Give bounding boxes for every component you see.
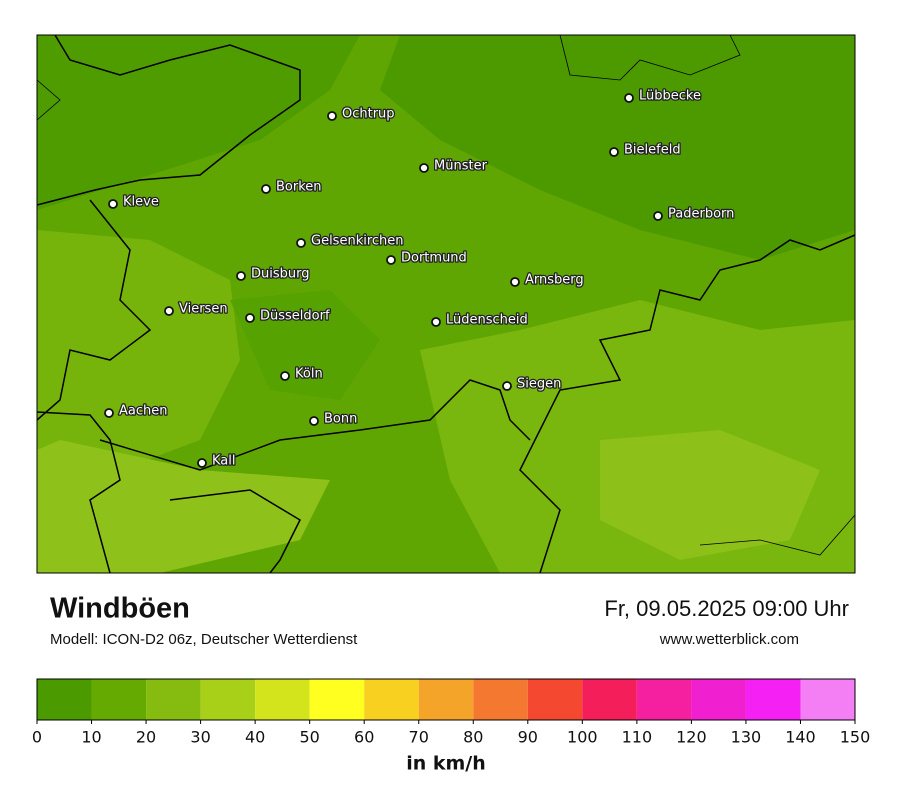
map-area: [600, 430, 820, 560]
legend-swatch: [91, 679, 147, 720]
map-area: [230, 290, 380, 400]
city-dot: [624, 93, 634, 103]
legend-tick-label: 40: [245, 728, 265, 747]
city-label: Ochtrup: [342, 107, 395, 122]
legend-tick-label: 80: [463, 728, 483, 747]
city-label: Siegen: [517, 377, 561, 392]
map: [36, 34, 856, 574]
city-label: Kall: [212, 454, 236, 469]
legend-swatch: [582, 679, 637, 720]
borders: [36, 34, 856, 574]
city-label: Köln: [295, 367, 323, 382]
city-label: Kleve: [123, 195, 159, 210]
legend-tick-label: 100: [567, 728, 598, 747]
legend-tick-label: 70: [409, 728, 429, 747]
city-label: Lüdenscheid: [446, 313, 528, 328]
legend-swatch: [37, 679, 92, 720]
city-label: Paderborn: [668, 207, 734, 222]
city-dot: [296, 238, 306, 248]
city-dot: [104, 408, 114, 418]
legend-swatch: [309, 679, 365, 720]
city-dot: [327, 111, 337, 121]
city-dot: [309, 416, 319, 426]
model-info: Modell: ICON-D2 06z, Deutscher Wetterdie…: [50, 631, 358, 648]
city-label: Düsseldorf: [260, 309, 330, 324]
legend-tick-label: 110: [622, 728, 653, 747]
city-dot: [431, 317, 441, 327]
legend-tick-label: 90: [518, 728, 538, 747]
legend-swatch: [418, 679, 474, 720]
legend-swatch: [473, 679, 528, 720]
city-label: Arnsberg: [525, 273, 584, 288]
city-dot: [510, 277, 520, 287]
city-dot: [419, 163, 429, 173]
region-borders: [36, 34, 856, 556]
legend-frame: [36, 678, 856, 721]
legend-swatch: [527, 679, 583, 720]
map-frame: [36, 34, 856, 574]
city-dot: [609, 147, 619, 157]
city-label: Borken: [276, 180, 322, 195]
date: Fr, 09.05.2025 09:00 Uhr: [604, 596, 849, 621]
legend-swatch: [364, 679, 419, 720]
city-label: Münster: [434, 159, 488, 174]
city-label: Lübbecke: [639, 89, 701, 104]
city-dot: [386, 255, 396, 265]
city-dot: [245, 313, 255, 323]
title: Windböen: [50, 593, 190, 625]
legend-swatch: [745, 679, 801, 720]
legend-swatch: [691, 679, 746, 720]
city-dot: [653, 211, 663, 221]
legend-tick-label: 30: [190, 728, 210, 747]
legend-tick-label: 150: [840, 728, 871, 747]
map-area: [37, 230, 240, 470]
legend-tick-label: 140: [785, 728, 816, 747]
city-label: Viersen: [179, 302, 228, 317]
map-area: [380, 35, 855, 260]
city-label: Gelsenkirchen: [311, 234, 404, 249]
city-label: Duisburg: [251, 267, 310, 282]
legend-tick-label: 20: [136, 728, 156, 747]
city-dot: [261, 184, 271, 194]
legend: 0 10 20 30 40 50 60 70 80 90 100 110 120 130 140 150: [32, 678, 871, 747]
city-label: Aachen: [119, 404, 167, 419]
legend-swatch: [636, 679, 692, 720]
map-area: [37, 35, 360, 210]
legend-swatch: [800, 679, 855, 720]
city-dot: [164, 306, 174, 316]
legend-tick-label: 60: [354, 728, 374, 747]
city-dot: [197, 458, 207, 468]
legend-swatch: [255, 679, 310, 720]
city-label: Dortmund: [401, 251, 467, 266]
city-label: Bielefeld: [624, 143, 681, 158]
legend-tick-label: 10: [81, 728, 101, 747]
legend-tick-label: 50: [299, 728, 319, 747]
cities: Ochtrup Lübbecke Bielefeld Münster Borken Kle…: [104, 87, 736, 470]
city-dot: [502, 381, 512, 391]
city-label: Bonn: [324, 412, 357, 427]
legend-tick-label: 0: [32, 728, 42, 747]
website: www.wetterblick.com: [659, 631, 799, 648]
legend-tick-label: 130: [731, 728, 762, 747]
legend-swatch: [200, 679, 256, 720]
city-dot: [108, 199, 118, 209]
map-area: [37, 440, 330, 573]
city-dot: [280, 371, 290, 381]
legend-swatch: [146, 679, 201, 720]
legend-tick-label: 120: [676, 728, 707, 747]
legend-unit: in km/h: [406, 753, 486, 775]
city-dot: [236, 271, 246, 281]
